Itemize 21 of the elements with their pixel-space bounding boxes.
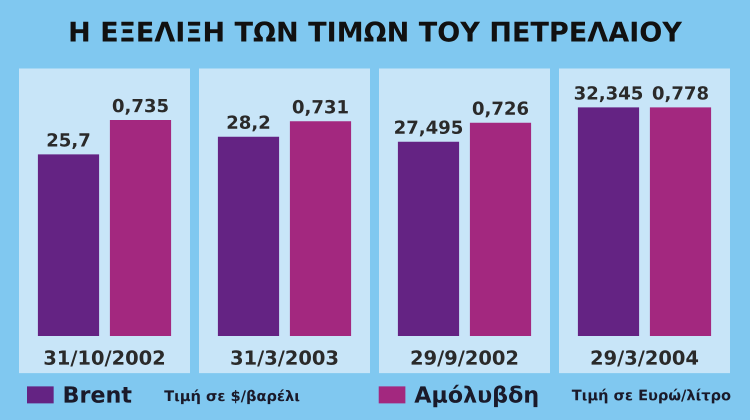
text: Τιμή σε $/βαρέλι	[164, 389, 300, 404]
legend-label: Αμόλυβδη	[414, 384, 538, 408]
data-label: 32,345	[574, 86, 642, 102]
chart-title: Η ΕΞΕΛΙΞΗ ΤΩΝ ΤΙΜΩΝ ΤΟΥ ΠΕΤΡΕΛΑΙΟΥ	[70, 21, 682, 42]
bar	[218, 136, 280, 336]
data-label: 25,7	[48, 133, 90, 150]
x-tick-label: 31/3/2003	[231, 350, 338, 366]
data-label: 0,735	[112, 98, 168, 115]
data-label: 0,778	[652, 86, 708, 102]
data-label: 0,731	[292, 100, 348, 116]
text: Τιμή σε Ευρώ/λίτρο	[572, 388, 730, 404]
data-label: 28,2	[228, 115, 270, 132]
x-tick-label: 31/10/2002	[44, 350, 164, 366]
data-label: 27,495	[395, 120, 462, 136]
bar	[398, 142, 460, 336]
legend-label: Brent	[64, 386, 132, 403]
data-label: 0,726	[472, 101, 528, 118]
x-tick-label: 29/3/2004	[592, 350, 698, 366]
x-tick-label: 29/9/2002	[412, 350, 518, 366]
bar	[578, 107, 640, 336]
bar	[38, 154, 100, 336]
